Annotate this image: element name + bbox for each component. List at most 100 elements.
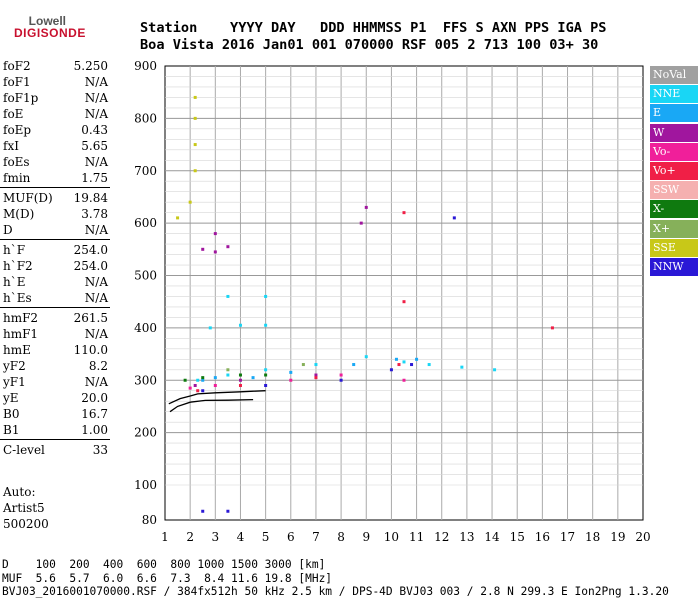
param-value: 5.65 (81, 139, 108, 153)
data-point-w (238, 378, 242, 382)
polarization-legend: NoVal NNE E W Vo- Vo+ SSW X- X+ SSE NNW (650, 66, 698, 277)
y-tick-label: 700 (134, 164, 157, 178)
y-tick-label: 800 (134, 111, 157, 125)
data-point-e (394, 357, 398, 361)
param-divider (0, 239, 110, 242)
data-point-nnw (452, 216, 456, 220)
data-point-nne (314, 363, 318, 367)
param-value: 3.78 (81, 207, 108, 221)
logo-text-top: Lowell (28, 14, 66, 28)
param-label: foF1 (3, 75, 31, 89)
param-value: N/A (84, 275, 108, 289)
x-tick-label: 20 (635, 530, 650, 544)
param-label: hmE (3, 343, 31, 357)
data-point-e (352, 363, 356, 367)
data-point-nnw (226, 509, 230, 513)
data-point-e (201, 378, 205, 382)
x-tick-label: 11 (409, 530, 424, 544)
trace-line-profile (169, 398, 254, 413)
data-point-nne (460, 365, 464, 369)
param-label: yF1 (3, 375, 26, 389)
data-point-vo- (550, 326, 554, 330)
x-tick-label: 17 (560, 530, 575, 544)
param-value: N/A (84, 75, 108, 89)
footer-info: D 100 200 400 600 800 1000 1500 3000 [km… (2, 558, 669, 599)
param-label: foEs (3, 155, 30, 169)
legend-item-nnw: NNW (650, 257, 698, 276)
data-point-x- (201, 376, 205, 380)
footer-file-info: BVJ03_2016001070000.RSF / 384fx512h 50 k… (2, 585, 669, 598)
footer-distance-row: D 100 200 400 600 800 1000 1500 3000 [km… (2, 558, 326, 571)
param-value: 110.0 (73, 343, 108, 357)
param-value: 19.84 (73, 191, 108, 205)
y-tick-label: 300 (134, 373, 157, 387)
param-row-fxi: fxI 5.65 (0, 138, 110, 154)
param-row-b0: B0 16.7 (0, 406, 110, 422)
y-tick-label: 100 (134, 478, 157, 492)
data-point-nnw (201, 389, 205, 393)
data-point-w (213, 250, 217, 254)
param-value: 254.0 (73, 243, 108, 257)
data-point-vo- (402, 300, 406, 304)
y-tick-label: 400 (134, 321, 157, 335)
x-tick-label: 2 (186, 530, 194, 544)
data-point-x- (264, 373, 268, 377)
data-point-w (193, 383, 197, 387)
legend-item-sse: SSE (650, 238, 698, 257)
param-divider (0, 307, 110, 310)
param-row-h-e: h`E N/A (0, 274, 110, 290)
x-tick-label: 10 (384, 530, 399, 544)
param-value: N/A (84, 291, 108, 305)
data-point-vo- (339, 373, 343, 377)
param-label: fmin (3, 171, 31, 185)
auto-software: Artist5 (3, 501, 45, 515)
param-label: h`F (3, 243, 26, 257)
data-point-x- (183, 378, 187, 382)
data-point-e (251, 376, 255, 380)
data-point-nnw (410, 363, 414, 367)
data-point-sse (193, 143, 197, 147)
param-row-m-d-: M(D) 3.78 (0, 206, 110, 222)
data-point-vo- (314, 376, 318, 380)
auto-label: Auto: (3, 485, 36, 499)
data-point-nnw (264, 383, 268, 387)
header-line-2: Boa Vista 2016 Jan01 001 070000 RSF 005 … (140, 37, 599, 53)
data-point-sse (188, 200, 192, 204)
data-point-sse (193, 169, 197, 173)
data-point-vo- (213, 383, 217, 387)
param-row-fof1p: foF1p N/A (0, 90, 110, 106)
x-tick-label: 18 (585, 530, 600, 544)
data-point-nne (364, 355, 368, 359)
plot-frame (164, 65, 644, 521)
param-row-foep: foEp 0.43 (0, 122, 110, 138)
data-point-nnw (339, 378, 343, 382)
param-row-yf1: yF1 N/A (0, 374, 110, 390)
param-value: N/A (84, 91, 108, 105)
y-tick-label: 900 (134, 59, 157, 73)
param-row-d: D N/A (0, 222, 110, 238)
data-point-nne (264, 368, 268, 372)
param-value: 5.250 (73, 59, 108, 73)
y-tick-label: 200 (134, 426, 157, 440)
param-row-muf-d-: MUF(D) 19.84 (0, 190, 110, 206)
x-tick-label: 13 (459, 530, 474, 544)
data-point-nne (196, 378, 200, 382)
x-tick-label: 15 (510, 530, 525, 544)
data-point-w (213, 232, 217, 236)
data-point-nne (264, 294, 268, 298)
data-point-e (213, 376, 217, 380)
autoscaling-info: Auto: Artist5 500200 (3, 484, 49, 532)
x-tick-label: 7 (312, 530, 320, 544)
data-point-nne (226, 294, 230, 298)
x-tick-label: 6 (287, 530, 295, 544)
data-point-vo- (402, 378, 406, 382)
x-tick-label: 1 (161, 530, 169, 544)
data-point-w (359, 221, 363, 225)
data-point-vo- (289, 378, 293, 382)
data-point-w (364, 205, 368, 209)
param-row-b1: B1 1.00 (0, 422, 110, 438)
logo-text-bottom: DIGISONDE (14, 26, 86, 40)
param-value: 254.0 (73, 259, 108, 273)
param-row-hmf1: hmF1 N/A (0, 326, 110, 342)
